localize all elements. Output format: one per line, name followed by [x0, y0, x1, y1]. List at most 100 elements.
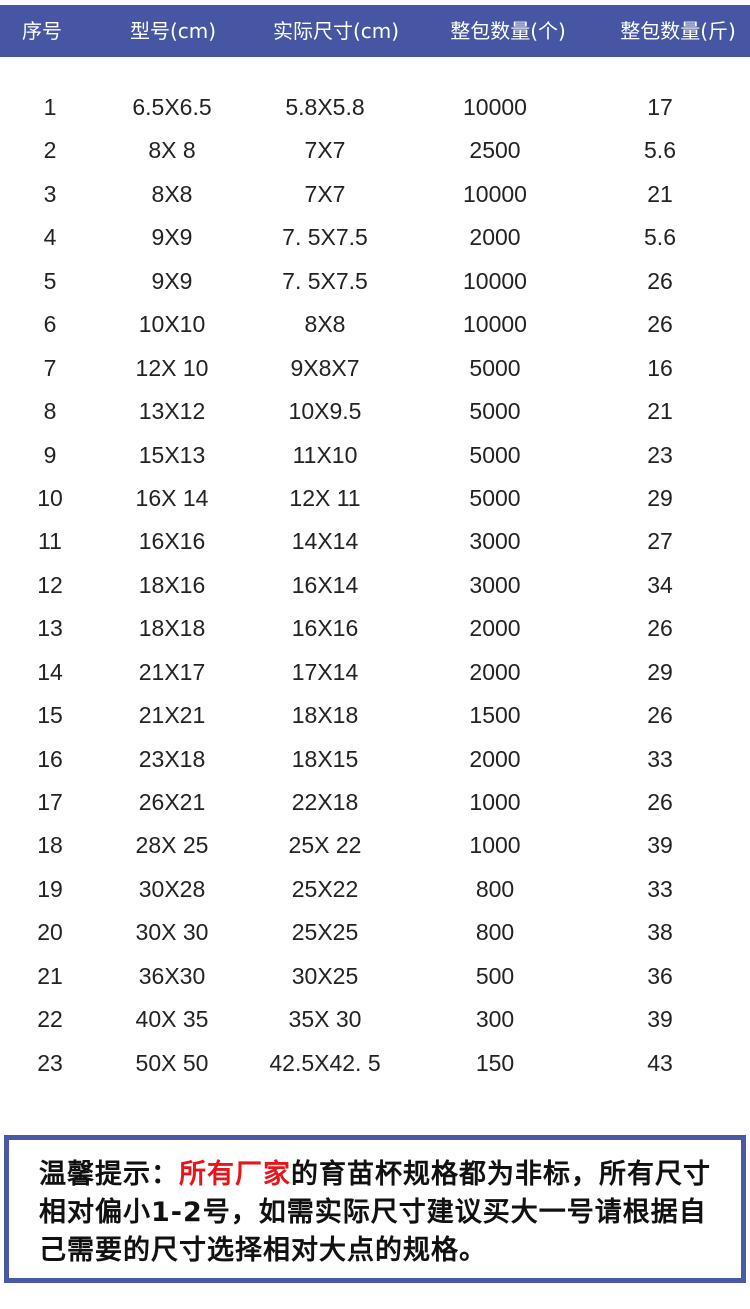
cell-quantity-pieces: 2000 [469, 224, 521, 251]
cell-actual-size: 35X 30 [288, 1006, 362, 1033]
cell-actual-size: 5.8X5.8 [285, 94, 365, 120]
cell-index: 8 [43, 398, 57, 425]
cell-quantity-jin: 5.6 [644, 224, 676, 251]
cell-index: 13 [37, 615, 63, 642]
cell-quantity-pieces: 800 [475, 919, 515, 946]
cell-index: 15 [37, 702, 63, 729]
cell-index: 14 [37, 658, 63, 685]
cell-quantity-pieces: 300 [475, 1006, 515, 1033]
cell-quantity-pieces: 5000 [469, 441, 521, 468]
table-row: 13 18X18 16X16 2000 26 [0, 607, 750, 650]
cell-actual-size: 12X 11 [289, 484, 361, 511]
table-row: 17 26X21 22X18 1000 26 [0, 781, 750, 824]
notice-highlight: 所有厂家 [179, 1159, 291, 1190]
cell-actual-size: 17X14 [291, 658, 359, 685]
table-row: 15 21X21 18X18 1500 26 [0, 694, 750, 737]
cell-index: 1 [43, 94, 57, 120]
cell-model: 18X18 [138, 615, 206, 642]
cell-quantity-pieces: 10000 [463, 311, 527, 338]
cell-actual-size: 42.5X42. 5 [269, 1049, 381, 1076]
notice-body: 的育苗杯规格都为非标，所有尺寸相对偏小1-2号，如需实际尺寸建议买大一号请根据自… [39, 1159, 711, 1266]
cell-quantity-jin: 29 [647, 658, 673, 685]
cell-quantity-pieces: 5000 [469, 354, 521, 381]
cell-quantity-jin: 33 [647, 745, 673, 772]
cell-actual-size: 16X14 [291, 571, 359, 598]
cell-index: 18 [37, 832, 63, 859]
cell-index: 9 [43, 441, 57, 468]
cell-model: 10X10 [138, 311, 206, 338]
cell-quantity-pieces: 10000 [463, 267, 527, 294]
cell-quantity-jin: 21 [647, 398, 673, 425]
cell-quantity-jin: 39 [647, 832, 673, 859]
cell-model: 6.5X6.5 [132, 94, 212, 120]
cell-index: 21 [37, 962, 63, 989]
cell-index: 5 [43, 267, 57, 294]
cell-quantity-pieces: 800 [475, 875, 515, 902]
table-row: 18 28X 25 25X 22 1000 39 [0, 824, 750, 867]
cell-quantity-pieces: 150 [475, 1049, 515, 1076]
cell-model: 18X16 [138, 571, 206, 598]
cell-quantity-jin: 29 [647, 484, 673, 511]
cell-index: 12 [37, 571, 63, 598]
column-header-model: 型号(cm) [129, 19, 217, 43]
table-row: 2 8X 8 7X7 2500 5.6 [0, 129, 750, 172]
cell-index: 6 [43, 311, 57, 338]
cell-actual-size: 8X8 [304, 311, 346, 338]
table-row: 10 16X 14 12X 11 5000 29 [0, 477, 750, 520]
table-row: 20 30X 30 25X25 800 38 [0, 911, 750, 954]
cell-quantity-jin: 26 [647, 789, 673, 815]
notice-text: 温馨提示：所有厂家的育苗杯规格都为非标，所有尺寸相对偏小1-2号，如需实际尺寸建… [39, 1156, 729, 1270]
cell-quantity-pieces: 10000 [463, 180, 527, 207]
column-header-index: 序号 [22, 19, 62, 43]
cell-quantity-pieces: 2000 [469, 658, 521, 685]
cell-actual-size: 25X25 [291, 919, 359, 946]
table-row: 21 36X30 30X25 500 36 [0, 955, 750, 998]
cell-actual-size: 7. 5X7.5 [282, 267, 368, 294]
table-row: 8 13X12 10X9.5 5000 21 [0, 390, 750, 433]
cell-model: 8X 8 [148, 137, 196, 164]
column-header-actual-size: 实际尺寸(cm) [272, 19, 400, 43]
cell-quantity-pieces: 2000 [469, 615, 521, 642]
cell-quantity-jin: 26 [647, 615, 673, 642]
cell-quantity-pieces: 2500 [469, 137, 521, 164]
cell-actual-size: 16X16 [291, 615, 359, 642]
cell-index: 17 [37, 789, 63, 815]
cell-actual-size: 14X14 [291, 528, 359, 555]
column-header-quantity-jin: 整包数量(斤) [620, 19, 736, 43]
cell-quantity-jin: 21 [647, 180, 673, 207]
cell-actual-size: 18X15 [291, 745, 359, 772]
table-row: 19 30X28 25X22 800 33 [0, 868, 750, 911]
cell-actual-size: 18X18 [291, 702, 359, 729]
cell-model: 40X 35 [135, 1006, 209, 1033]
cell-quantity-pieces: 10000 [463, 94, 527, 120]
cell-model: 8X8 [151, 180, 193, 207]
cell-quantity-pieces: 1500 [469, 702, 521, 729]
cell-actual-size: 22X18 [291, 789, 359, 815]
cell-quantity-pieces: 5000 [469, 484, 521, 511]
cell-quantity-jin: 36 [647, 962, 673, 989]
table-row: 7 12X 10 9X8X7 5000 16 [0, 347, 750, 390]
cell-model: 28X 25 [135, 832, 209, 859]
table-row: 5 9X9 7. 5X7.5 10000 26 [0, 260, 750, 303]
cell-quantity-jin: 38 [647, 919, 673, 946]
cell-quantity-jin: 23 [647, 441, 673, 468]
table-header: 序号 型号(cm) 实际尺寸(cm) 整包数量(个) 整包数量(斤) [0, 5, 750, 57]
table-row: 22 40X 35 35X 30 300 39 [0, 998, 750, 1041]
cell-model: 50X 50 [135, 1049, 209, 1076]
cell-quantity-jin: 26 [647, 267, 673, 294]
cell-model: 16X16 [138, 528, 206, 555]
cell-quantity-jin: 26 [647, 702, 673, 729]
cell-quantity-jin: 43 [647, 1049, 673, 1076]
cell-index: 19 [37, 875, 63, 902]
cell-actual-size: 30X25 [291, 962, 359, 989]
cell-quantity-pieces: 2000 [469, 745, 521, 772]
spec-table-body: 1 6.5X6.5 5.8X5.8 10000 17 2 8X 8 7X7 2500 5.6 3 8X… [0, 86, 750, 1085]
cell-actual-size: 7X7 [304, 180, 346, 207]
cell-quantity-pieces: 500 [475, 962, 515, 989]
cell-quantity-pieces: 5000 [469, 398, 521, 425]
cell-quantity-jin: 27 [647, 528, 673, 555]
cell-quantity-jin: 34 [647, 571, 673, 598]
cell-index: 10 [37, 484, 63, 511]
table-row: 1 6.5X6.5 5.8X5.8 10000 17 [0, 86, 750, 129]
cell-actual-size: 7. 5X7.5 [282, 224, 368, 251]
